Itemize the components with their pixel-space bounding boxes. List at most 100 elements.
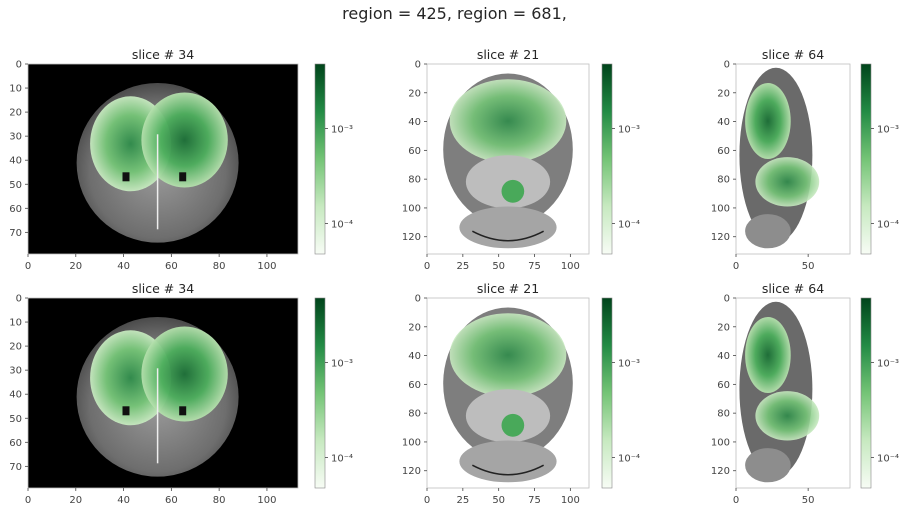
x-tick-label: 50 bbox=[492, 261, 505, 272]
colorbar-tick-label: 10⁻⁴ bbox=[877, 454, 899, 465]
y-tick-label: 40 bbox=[717, 117, 730, 128]
y-tick-label: 100 bbox=[711, 203, 730, 214]
cerebellum bbox=[459, 207, 556, 249]
y-tick-label: 70 bbox=[9, 462, 22, 473]
activation-lower bbox=[755, 391, 819, 440]
ventricle-right bbox=[179, 172, 186, 181]
colorbar-tick-label: 10⁻³ bbox=[331, 125, 353, 136]
activation-upper bbox=[745, 317, 791, 393]
x-tick-label: 80 bbox=[213, 261, 226, 272]
x-tick-label: 60 bbox=[165, 261, 178, 272]
colorbar bbox=[602, 298, 612, 488]
y-tick-label: 0 bbox=[415, 294, 421, 305]
colorbar-tick-label: 10⁻³ bbox=[331, 359, 353, 370]
y-tick-label: 80 bbox=[408, 175, 421, 186]
y-tick-label: 100 bbox=[402, 203, 421, 214]
activation-cortex bbox=[450, 79, 567, 163]
subplot-panel: slice # 21 0 25 50 75 100 0 20 40 60 80 100 120 10⁻⁴ 1… bbox=[402, 47, 640, 272]
x-tick-label: 75 bbox=[528, 261, 541, 272]
colorbar-tick-label: 10⁻⁴ bbox=[331, 454, 353, 465]
x-tick-label: 0 bbox=[25, 495, 31, 506]
y-tick-label: 50 bbox=[9, 414, 22, 425]
colorbar-tick-label: 10⁻⁴ bbox=[877, 220, 899, 231]
y-tick-label: 120 bbox=[711, 466, 730, 477]
y-tick-label: 50 bbox=[9, 180, 22, 191]
x-tick-label: 25 bbox=[456, 495, 469, 506]
activation-center bbox=[502, 414, 525, 437]
y-tick-label: 80 bbox=[408, 409, 421, 420]
y-tick-label: 120 bbox=[402, 232, 421, 243]
colorbar-tick-label: 10⁻⁴ bbox=[618, 454, 640, 465]
colorbar-tick-label: 10⁻³ bbox=[877, 359, 899, 370]
x-tick-label: 100 bbox=[257, 261, 276, 272]
y-tick-label: 20 bbox=[9, 108, 22, 119]
y-tick-label: 60 bbox=[9, 438, 22, 449]
x-tick-label: 50 bbox=[802, 495, 815, 506]
y-tick-label: 60 bbox=[717, 146, 730, 157]
y-tick-label: 60 bbox=[717, 380, 730, 391]
y-tick-label: 70 bbox=[9, 228, 22, 239]
colorbar-tick-label: 10⁻³ bbox=[618, 125, 640, 136]
colorbar bbox=[315, 298, 325, 488]
y-tick-label: 10 bbox=[9, 318, 22, 329]
y-tick-label: 60 bbox=[9, 204, 22, 215]
y-tick-label: 40 bbox=[9, 390, 22, 401]
cerebellum bbox=[459, 441, 556, 483]
y-tick-label: 30 bbox=[9, 132, 22, 143]
cerebellum bbox=[745, 214, 791, 248]
colorbar bbox=[602, 64, 612, 254]
colorbar-tick-label: 10⁻⁴ bbox=[331, 220, 353, 231]
x-tick-label: 100 bbox=[257, 495, 276, 506]
subplot-title: slice # 64 bbox=[762, 281, 824, 296]
activation-cortex bbox=[450, 313, 567, 397]
y-tick-label: 40 bbox=[408, 117, 421, 128]
x-tick-label: 100 bbox=[561, 261, 580, 272]
colorbar bbox=[315, 64, 325, 254]
x-tick-label: 0 bbox=[733, 495, 739, 506]
y-tick-label: 0 bbox=[16, 294, 22, 305]
x-tick-label: 75 bbox=[528, 495, 541, 506]
colorbar-tick-label: 10⁻³ bbox=[877, 125, 899, 136]
colorbar bbox=[861, 298, 871, 488]
subplot-title: slice # 34 bbox=[132, 47, 194, 62]
y-tick-label: 20 bbox=[408, 88, 421, 99]
subplot-title: slice # 21 bbox=[477, 281, 539, 296]
y-tick-label: 80 bbox=[717, 409, 730, 420]
colorbar-tick-label: 10⁻³ bbox=[618, 359, 640, 370]
subplot-panel: slice # 21 0 25 50 75 100 0 20 40 60 80 100 120 10⁻⁴ 1… bbox=[402, 281, 640, 506]
y-tick-label: 0 bbox=[415, 60, 421, 71]
subplot-panel: slice # 340 20 40 60 80 10001020304050607010⁻… bbox=[9, 47, 353, 272]
x-tick-label: 80 bbox=[213, 495, 226, 506]
y-tick-label: 40 bbox=[408, 351, 421, 362]
y-tick-label: 0 bbox=[16, 60, 22, 71]
activation-lower bbox=[755, 157, 819, 206]
x-tick-label: 100 bbox=[561, 495, 580, 506]
subplot-panel: slice # 64 0 50 0 20 40 60 80 100 120 10⁻⁴ 10⁻³ bbox=[711, 47, 899, 272]
y-tick-label: 80 bbox=[717, 175, 730, 186]
x-tick-label: 20 bbox=[69, 261, 82, 272]
x-tick-label: 50 bbox=[492, 495, 505, 506]
y-tick-label: 100 bbox=[711, 437, 730, 448]
x-tick-label: 20 bbox=[69, 495, 82, 506]
subplot-title: slice # 21 bbox=[477, 47, 539, 62]
cerebellum bbox=[745, 448, 791, 482]
subplot-panel: slice # 64 0 50 0 20 40 60 80 100 120 10⁻⁴ 10⁻³ bbox=[711, 281, 899, 506]
subplot-title: slice # 64 bbox=[762, 47, 824, 62]
y-tick-label: 40 bbox=[717, 351, 730, 362]
x-tick-label: 40 bbox=[117, 261, 130, 272]
x-tick-label: 60 bbox=[165, 495, 178, 506]
activation-center bbox=[502, 180, 525, 203]
y-tick-label: 60 bbox=[408, 380, 421, 391]
x-tick-label: 25 bbox=[456, 261, 469, 272]
y-tick-label: 20 bbox=[9, 342, 22, 353]
colorbar-tick-label: 10⁻⁴ bbox=[618, 220, 640, 231]
y-tick-label: 0 bbox=[724, 294, 730, 305]
ventricle-right bbox=[179, 406, 186, 415]
y-tick-label: 100 bbox=[402, 437, 421, 448]
y-tick-label: 120 bbox=[711, 232, 730, 243]
x-tick-label: 50 bbox=[802, 261, 815, 272]
y-tick-label: 20 bbox=[408, 322, 421, 333]
x-tick-label: 0 bbox=[733, 261, 739, 272]
y-tick-label: 40 bbox=[9, 156, 22, 167]
